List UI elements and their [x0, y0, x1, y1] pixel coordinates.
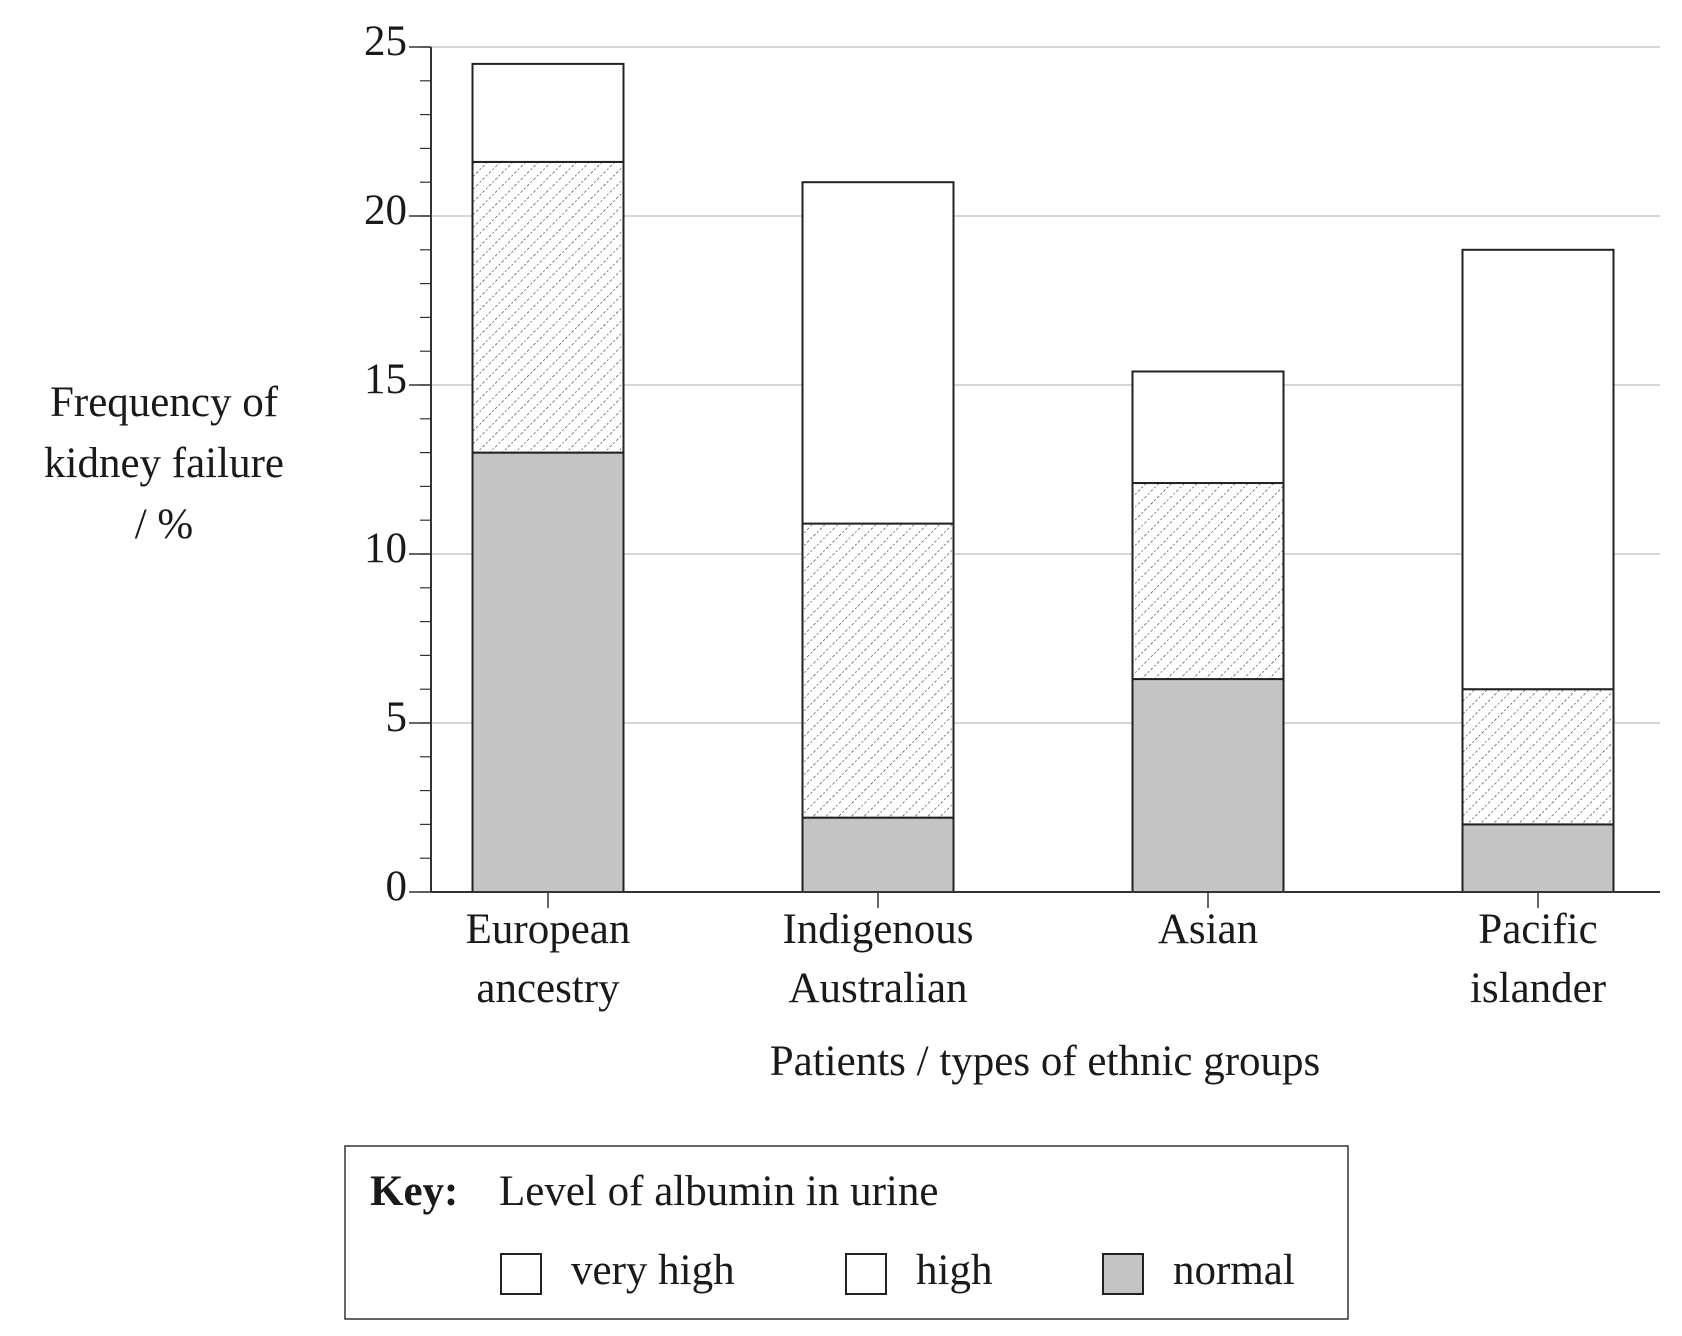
x-tick-label: ancestry — [476, 965, 620, 1012]
legend-subtitle: Level of albumin in urine — [499, 1168, 938, 1215]
bar-segment — [1461, 688, 1615, 826]
y-axis-label: kidney failure — [44, 440, 284, 487]
bar-segment — [1131, 678, 1285, 893]
y-tick-label: 25 — [364, 18, 407, 65]
bar-segment — [1461, 823, 1615, 894]
legend-swatch — [500, 1253, 542, 1295]
bar-segment — [801, 181, 955, 525]
bar-segment — [1131, 370, 1285, 485]
legend-label: very high — [571, 1247, 735, 1294]
legend-title: Key: — [370, 1168, 458, 1215]
legend-label: normal — [1173, 1247, 1295, 1294]
bar-segment — [471, 451, 625, 893]
bar-segment — [801, 816, 955, 894]
x-tick-label: Asian — [1158, 906, 1258, 953]
bar-segment — [1461, 248, 1615, 691]
x-tick-label: Indigenous — [782, 906, 973, 953]
y-tick-label: 5 — [386, 694, 408, 741]
y-tick-label: 15 — [364, 356, 407, 403]
bar-segment — [1131, 482, 1285, 681]
x-tick-label: European — [466, 906, 631, 953]
y-axis-label: / % — [135, 501, 194, 548]
x-tick-label: islander — [1470, 965, 1606, 1012]
y-tick-label: 10 — [364, 525, 407, 572]
bar-segment — [471, 62, 625, 163]
legend-label: high — [916, 1247, 992, 1294]
bar-segment — [471, 160, 625, 454]
x-tick-label: Pacific — [1478, 906, 1597, 953]
legend-box — [344, 1145, 1349, 1320]
x-tick-label: Australian — [788, 965, 967, 1012]
x-axis-label: Patients / types of ethnic groups — [770, 1038, 1321, 1085]
y-axis-label: Frequency of — [50, 379, 279, 426]
legend-swatch — [845, 1253, 887, 1295]
y-tick-label: 20 — [364, 187, 407, 234]
y-tick-label: 0 — [386, 863, 408, 910]
legend-swatch — [1102, 1253, 1144, 1295]
bar-segment — [801, 522, 955, 819]
